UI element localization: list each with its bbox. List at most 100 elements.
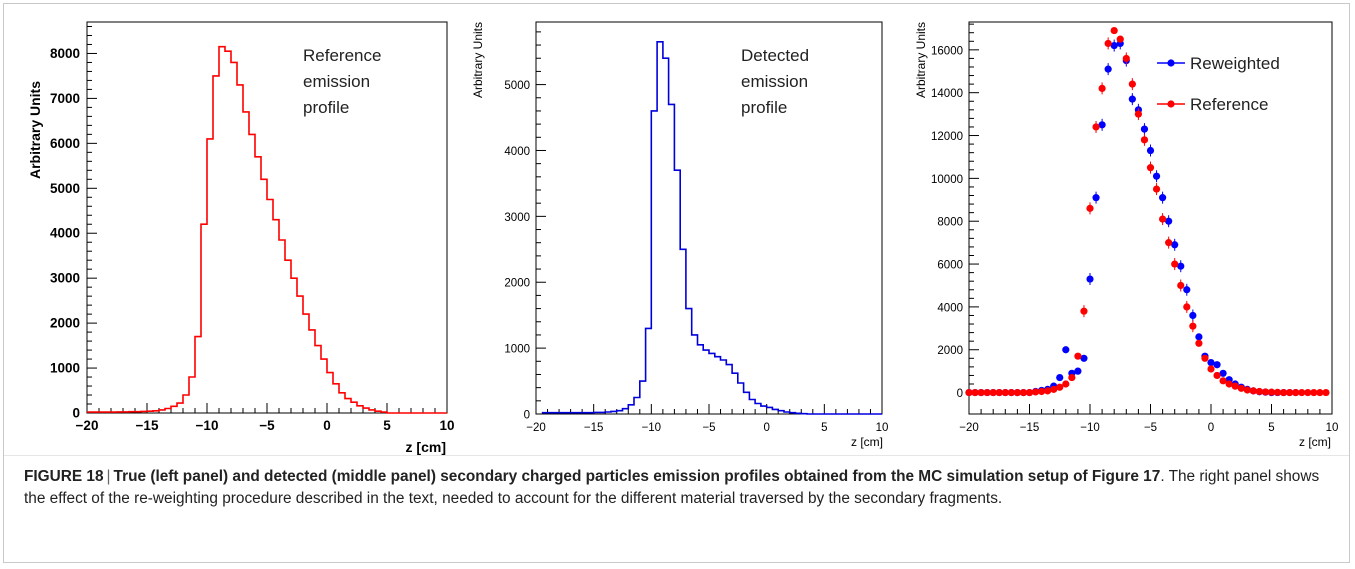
left-y-tick-label: 6000 (50, 136, 80, 151)
caption-divider (4, 455, 1349, 456)
right-xlabel: z [cm] (1299, 435, 1331, 449)
right-reference-point (1044, 387, 1052, 395)
right-reference-point (971, 388, 979, 397)
middle-annotation-line-2: emission (741, 72, 808, 91)
middle-ylabel: Arbitrary Units (471, 22, 485, 98)
middle-x-tick-label: −10 (642, 422, 662, 434)
left-y-tick-label: 0 (72, 406, 80, 421)
right-reference-point (1207, 365, 1215, 373)
right-reweighted-point (1189, 311, 1197, 320)
left-x-tick-label: −10 (196, 418, 219, 433)
right-reference-point (1261, 388, 1270, 396)
right-reference-point (1134, 110, 1142, 118)
legend-reference-marker (1167, 100, 1175, 108)
right-reference-point (1013, 388, 1022, 397)
right-reweighted-point (1159, 194, 1167, 202)
right-reference-point (1183, 303, 1191, 311)
right-reference-point (1001, 388, 1009, 397)
middle-histogram-series-0 (541, 41, 882, 415)
right-y-tick-label: 8000 (937, 217, 963, 229)
right-reweighted-point (1056, 373, 1064, 382)
middle-y-tick-label: 3000 (504, 212, 530, 224)
right-reference-point (1050, 385, 1058, 393)
right-reference-point (1171, 260, 1179, 268)
right-x-tick-label: −5 (1144, 422, 1157, 434)
right-plot-frame (968, 21, 1333, 415)
right-reference-point (1231, 382, 1239, 390)
right-reference-point (1159, 215, 1167, 223)
right-reference-point (1267, 388, 1276, 396)
left-x-tick-label: 5 (383, 418, 391, 433)
right-reference-point (1316, 388, 1324, 397)
right-reference-point (1092, 123, 1100, 131)
panel-left-reference: −20 −15 −10 −5 0 5 10 0 1000 2000 3000 4000 5000 6000… (27, 21, 455, 455)
right-reweighted-point (1098, 121, 1106, 129)
right-x-tick-label: −20 (959, 422, 979, 434)
middle-x-tick-label: −15 (584, 422, 604, 434)
middle-xlabel: z [cm] (851, 435, 883, 449)
middle-x-tick-label: −20 (526, 422, 546, 434)
left-xlabel: z [cm] (406, 439, 446, 455)
right-y-tick-label: 4000 (937, 302, 963, 314)
figure-frame (3, 3, 1350, 563)
right-legend: Reweighted Reference (1157, 54, 1280, 114)
right-reweighted-point (1074, 367, 1082, 375)
right-reference-point (1116, 35, 1124, 43)
right-reference-point (1140, 136, 1149, 144)
right-reference-point (1322, 388, 1330, 397)
right-reference-point (1273, 388, 1282, 396)
right-reference-point (1201, 354, 1209, 362)
middle-annotation-line-3: profile (741, 98, 787, 117)
middle-x-tick-label: 5 (821, 422, 827, 434)
right-reweighted-point (1086, 275, 1094, 283)
right-reweighted-point (1183, 286, 1191, 294)
middle-annotation-line-1: Detected (741, 46, 809, 65)
right-reweighted-point (1062, 346, 1070, 354)
right-reference-point (1062, 380, 1070, 388)
left-x-tick-label: −20 (76, 418, 99, 433)
middle-y-tick-label: 5000 (504, 80, 530, 92)
right-reference-point (1304, 388, 1312, 397)
right-x-tick-label: 10 (1326, 422, 1339, 434)
left-y-tick-label: 8000 (50, 46, 80, 61)
right-reference-point (1019, 388, 1028, 397)
right-reference-point (1298, 388, 1306, 397)
right-reweighted-point (1128, 95, 1136, 103)
right-x-tick-label: −10 (1080, 422, 1100, 434)
middle-y-tick-label: 1000 (504, 344, 530, 356)
right-reweighted-point (1092, 194, 1100, 202)
left-y-tick-label: 4000 (50, 226, 80, 241)
legend-reweighted-marker (1167, 59, 1175, 67)
right-reference-point (995, 388, 1003, 397)
left-x-tick-label: −5 (259, 418, 275, 433)
right-reweighted-point (1219, 369, 1227, 377)
right-reweighted-point (1177, 262, 1185, 270)
left-x-tick-label: 10 (439, 418, 454, 433)
middle-x-tick-label: −5 (702, 422, 715, 434)
right-reweighted-point (1146, 146, 1155, 155)
right-reference-point (1080, 307, 1088, 315)
right-reference-point (1025, 388, 1034, 397)
right-reference-point (1038, 387, 1046, 396)
right-reweighted-point (1195, 333, 1203, 341)
right-reference-point (1195, 339, 1203, 347)
right-y-tick-label: 6000 (937, 260, 963, 272)
right-reference-point (1243, 386, 1251, 394)
right-reference-point (1286, 388, 1294, 397)
right-reference-point (989, 388, 997, 397)
right-y-tick-label: 2000 (937, 345, 963, 357)
right-reference-point (1255, 387, 1263, 396)
panel-middle-detected: −20 −15 −10 −5 0 5 10 0 1000 2000 3000 4000 5000 Det… (471, 21, 888, 449)
left-y-tick-label: 2000 (50, 316, 80, 331)
right-reference-point (1189, 322, 1197, 330)
right-reference-point (1292, 388, 1300, 397)
right-reweighted-point (1171, 241, 1179, 249)
right-reweighted-point (1207, 358, 1215, 367)
right-reference-point (1068, 373, 1076, 382)
right-reference-point (983, 388, 991, 397)
right-x-tick-label: 5 (1268, 422, 1274, 434)
right-reference-point (1122, 54, 1130, 63)
right-reference-point (1213, 371, 1221, 380)
right-reweighted-point (1080, 354, 1088, 362)
right-x-tick-label: −15 (1020, 422, 1040, 434)
